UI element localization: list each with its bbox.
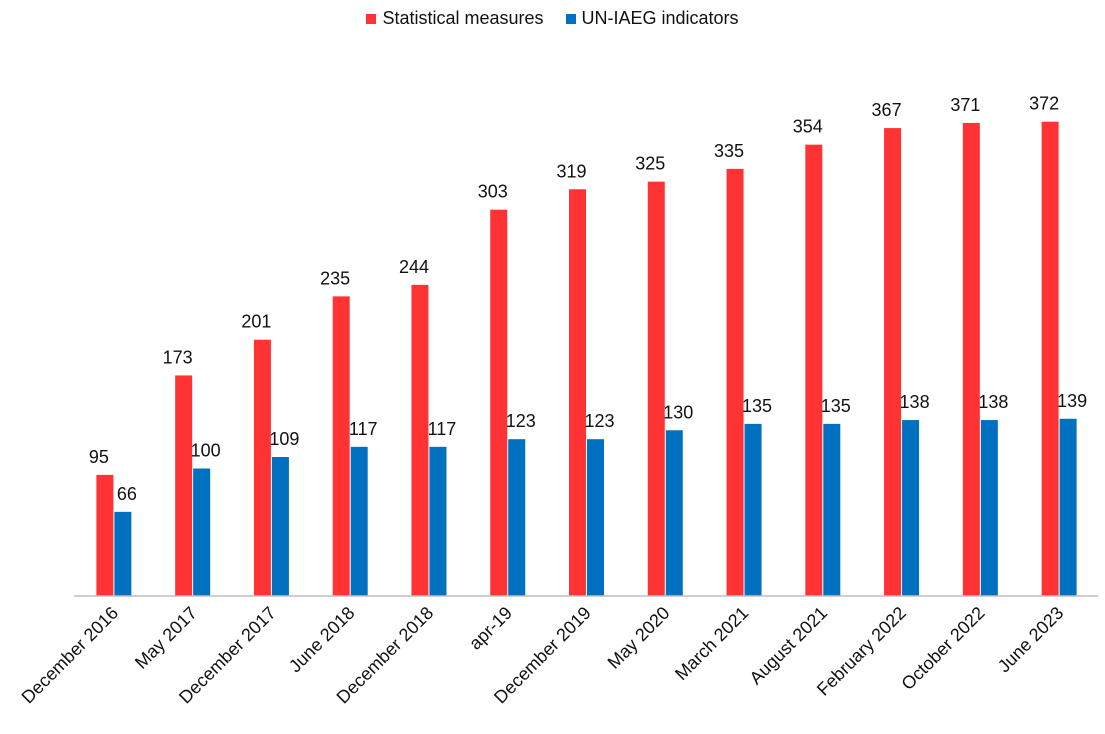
bar-statistical-measures [96,474,114,596]
data-label: 130 [663,402,693,422]
data-label: 371 [950,95,980,115]
bar-statistical-measures [332,296,350,596]
data-label: 201 [241,312,271,332]
x-tick-label: October 2022 [897,603,988,694]
data-label: 319 [556,161,586,181]
x-tick-label: May 2017 [131,603,201,673]
data-label: 367 [872,100,902,120]
data-label: 372 [1029,94,1059,114]
bar-statistical-measures [411,284,429,596]
legend-item-series-1: Statistical measures [366,8,544,29]
data-label: 123 [584,411,614,431]
bar-statistical-measures [490,209,508,597]
data-label: 303 [478,182,508,202]
data-label: 66 [117,484,137,504]
bar-statistical-measures [726,168,744,596]
legend-swatch-series-2 [565,13,576,24]
bar-statistical-measures [569,189,586,596]
bar-un-iaeg-indicators [744,423,762,596]
x-tick-label: May 2020 [604,603,674,673]
bar-un-iaeg-indicators [350,446,368,596]
data-label: 109 [269,429,299,449]
data-label: 173 [163,347,193,367]
data-label: 335 [714,141,744,161]
bar-un-iaeg-indicators [587,439,604,596]
bar-un-iaeg-indicators [823,423,841,596]
bar-statistical-measures [962,122,980,596]
data-label: 138 [900,392,930,412]
bar-un-iaeg-indicators [114,511,132,596]
bar-un-iaeg-indicators [193,468,211,596]
chart-legend: Statistical measures UN-IAEG indicators [0,8,1105,29]
data-label: 235 [320,268,350,288]
data-label: 100 [191,441,221,461]
data-label: 117 [428,419,457,439]
data-label: 138 [978,392,1008,412]
legend-item-series-2: UN-IAEG indicators [565,8,739,29]
x-tick-label: apr-19 [465,603,516,654]
legend-swatch-series-1 [366,13,377,24]
bar-statistical-measures [647,181,665,596]
legend-label-series-1: Statistical measures [382,8,544,28]
bar-statistical-measures [1041,121,1059,596]
legend-label-series-2: UN-IAEG indicators [581,8,739,28]
bar-statistical-measures [884,128,902,596]
bar-un-iaeg-indicators [665,430,683,596]
data-label: 123 [506,411,536,431]
data-label: 325 [635,154,665,174]
data-label: 117 [349,419,378,439]
bar-un-iaeg-indicators [1059,418,1077,596]
data-label: 139 [1057,391,1087,411]
bar-statistical-measures [253,339,271,596]
bar-un-iaeg-indicators [429,446,447,596]
bar-un-iaeg-indicators [980,420,998,596]
data-label: 135 [742,396,772,416]
data-label: 354 [793,117,823,137]
x-tick-label: August 2021 [746,603,832,689]
x-tick-label: December 2016 [18,603,123,708]
x-tick-label: June 2018 [285,603,359,677]
bar-un-iaeg-indicators [271,457,289,596]
bar-statistical-measures [175,375,193,596]
bar-un-iaeg-indicators [902,420,920,596]
bar-un-iaeg-indicators [508,439,526,596]
x-tick-label: March 2021 [671,603,752,684]
data-label: 244 [399,257,429,277]
x-tick-label: June 2023 [994,603,1068,677]
data-label: 135 [821,396,851,416]
bar-statistical-measures [805,144,823,596]
data-label: 95 [89,447,109,467]
